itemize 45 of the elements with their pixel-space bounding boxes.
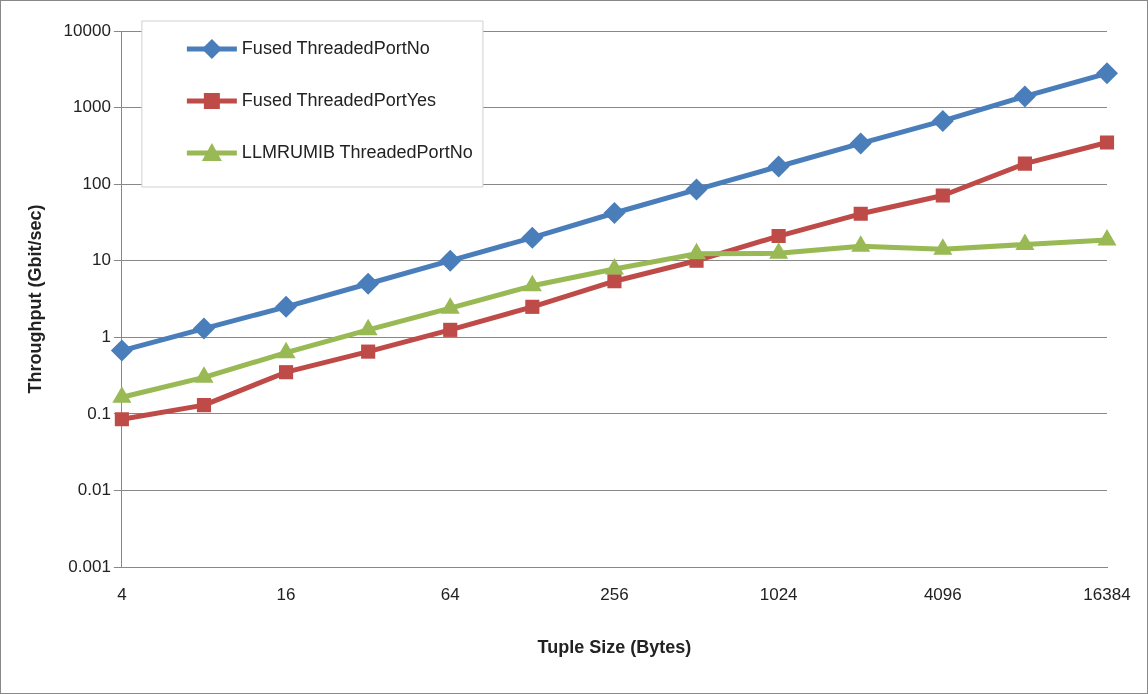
point — [357, 272, 380, 295]
point — [771, 228, 786, 244]
point — [603, 201, 626, 224]
point — [525, 299, 540, 314]
legend-label: Fused ThreadedPortYes — [241, 89, 437, 110]
legend-label: LLMRUMIB ThreadedPortNo — [241, 141, 473, 162]
point — [114, 412, 129, 427]
x-tick-label: 16384 — [1083, 584, 1131, 604]
point — [853, 206, 868, 221]
point — [278, 365, 294, 380]
x-axis-title: Tuple Size (Bytes) — [537, 637, 692, 658]
y-tick-label: 0.001 — [68, 556, 111, 576]
point — [361, 344, 376, 359]
y-axis-title: Throughput (Gbit/sec) — [24, 204, 45, 394]
y-tick-label: 1000 — [73, 97, 111, 117]
point — [607, 274, 622, 289]
y-tick-label: 10000 — [63, 20, 111, 40]
x-tick-label: 256 — [600, 584, 629, 604]
point — [521, 226, 544, 249]
x-tick-label: 16 — [276, 584, 296, 604]
x-tick-label: 4096 — [923, 584, 962, 604]
x-tick-label: 64 — [440, 584, 460, 604]
y-tick-label: 0.1 — [87, 403, 111, 423]
point — [1013, 85, 1036, 108]
point — [196, 398, 212, 413]
point — [1017, 156, 1032, 171]
point — [849, 132, 872, 155]
point — [685, 178, 708, 201]
point — [767, 155, 790, 178]
point — [192, 317, 215, 340]
y-tick-label: 10 — [91, 250, 111, 270]
point — [935, 188, 950, 203]
x-tick-label: 1024 — [759, 584, 798, 604]
point — [931, 109, 954, 132]
legend-label: Fused ThreadedPortNo — [241, 37, 430, 58]
point — [439, 249, 462, 272]
y-tick-label: 100 — [82, 173, 111, 193]
y-tick-label: 0.01 — [77, 480, 111, 500]
x-tick-label: 4 — [117, 584, 127, 604]
point — [275, 295, 298, 318]
point — [110, 339, 133, 362]
y-tick-label: 1 — [101, 326, 111, 346]
point — [443, 322, 458, 337]
point — [1096, 62, 1118, 85]
point — [1099, 135, 1115, 150]
